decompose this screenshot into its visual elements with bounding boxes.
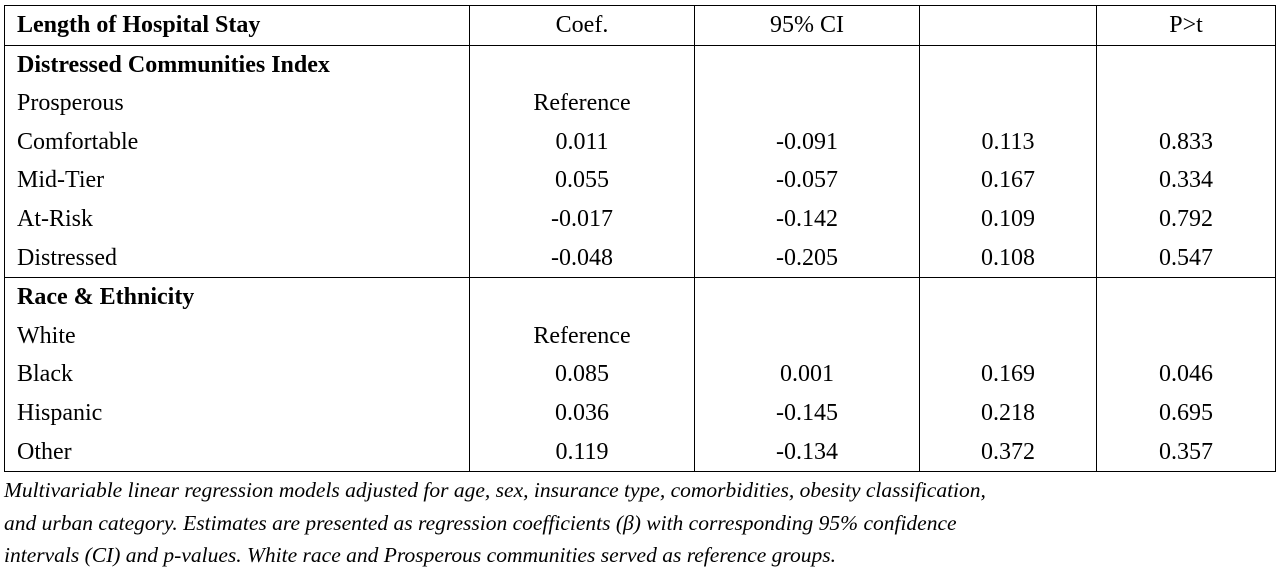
ci-upper-cell: 0.169 xyxy=(919,355,1097,394)
header-cell: P>t xyxy=(1096,5,1276,46)
coef-cell: 0.119 xyxy=(469,432,695,473)
ci-upper-cell: 0.372 xyxy=(919,432,1097,473)
table-row: Hispanic 0.036 -0.145 0.218 0.695 xyxy=(4,393,1276,433)
p-value-cell: 0.695 xyxy=(1096,393,1276,433)
ci-lower-cell: 0.001 xyxy=(694,355,920,394)
table-row: Other 0.119 -0.134 0.372 0.357 xyxy=(4,432,1276,473)
ci-lower-cell: -0.142 xyxy=(694,199,920,239)
coef-cell: -0.017 xyxy=(469,199,695,239)
ci-upper-cell xyxy=(919,84,1097,123)
ci-upper-cell: 0.218 xyxy=(919,393,1097,433)
p-value-cell: 0.334 xyxy=(1096,161,1276,200)
row-label: Distressed xyxy=(4,238,470,279)
coef-cell: Reference xyxy=(469,84,695,123)
ci-upper-cell: 0.167 xyxy=(919,161,1097,200)
ci-upper-cell: 0.109 xyxy=(919,199,1097,239)
regression-table: Length of Hospital Stay Coef. 95% CI P>t… xyxy=(4,5,1276,473)
p-value-cell: 0.833 xyxy=(1096,122,1276,162)
footnote-line: Multivariable linear regression models a… xyxy=(4,478,986,502)
ci-upper-cell: 0.113 xyxy=(919,122,1097,162)
ci-lower-cell xyxy=(694,84,920,123)
coef-cell: Reference xyxy=(469,316,695,356)
p-value-cell xyxy=(1096,316,1276,356)
ci-upper-cell: 0.108 xyxy=(919,238,1097,279)
row-label: Comfortable xyxy=(4,122,470,162)
row-label: White xyxy=(4,316,470,356)
row-label: Other xyxy=(4,432,470,473)
table-row: Comfortable 0.011 -0.091 0.113 0.833 xyxy=(4,122,1276,162)
row-label: At-Risk xyxy=(4,199,470,239)
coef-cell: 0.036 xyxy=(469,393,695,433)
ci-lower-cell xyxy=(694,316,920,356)
table-row: White Reference xyxy=(4,316,1276,356)
ci-lower-cell: -0.205 xyxy=(694,238,920,279)
p-value-cell: 0.357 xyxy=(1096,432,1276,473)
footnote-line: and urban category. Estimates are presen… xyxy=(4,510,957,535)
p-value-cell xyxy=(1096,84,1276,123)
table-row: Black 0.085 0.001 0.169 0.046 xyxy=(4,355,1276,394)
row-label: Hispanic xyxy=(4,393,470,433)
table-row: At-Risk -0.017 -0.142 0.109 0.792 xyxy=(4,199,1276,239)
ci-upper-cell xyxy=(919,316,1097,356)
table-row: Mid-Tier 0.055 -0.057 0.167 0.334 xyxy=(4,161,1276,200)
header-row: Length of Hospital Stay Coef. 95% CI P>t xyxy=(4,5,1276,46)
header-cell: Length of Hospital Stay xyxy=(4,5,470,46)
coef-cell: 0.085 xyxy=(469,355,695,394)
coef-cell: 0.011 xyxy=(469,122,695,162)
coef-cell: 0.055 xyxy=(469,161,695,200)
table-row: Distressed -0.048 -0.205 0.108 0.547 xyxy=(4,238,1276,279)
p-value-cell: 0.046 xyxy=(1096,355,1276,394)
section-title: Distressed Communities Index xyxy=(4,45,470,85)
section-title-row: Distressed Communities Index xyxy=(4,45,1276,85)
row-label: Mid-Tier xyxy=(4,161,470,200)
p-value-cell: 0.547 xyxy=(1096,238,1276,279)
header-cell: Coef. xyxy=(469,5,695,46)
table-footnote: Multivariable linear regression models a… xyxy=(4,474,1264,572)
table-row: Prosperous Reference xyxy=(4,84,1276,123)
header-cell xyxy=(919,5,1097,46)
section-title-row: Race & Ethnicity xyxy=(4,277,1276,317)
ci-lower-cell: -0.134 xyxy=(694,432,920,473)
row-label: Black xyxy=(4,355,470,394)
row-label: Prosperous xyxy=(4,84,470,123)
p-value-cell: 0.792 xyxy=(1096,199,1276,239)
ci-lower-cell: -0.145 xyxy=(694,393,920,433)
coef-cell: -0.048 xyxy=(469,238,695,279)
ci-lower-cell: -0.091 xyxy=(694,122,920,162)
header-cell: 95% CI xyxy=(694,5,920,46)
section-title: Race & Ethnicity xyxy=(4,277,470,317)
ci-lower-cell: -0.057 xyxy=(694,161,920,200)
footnote-line: intervals (CI) and p-values. White race … xyxy=(4,543,836,567)
